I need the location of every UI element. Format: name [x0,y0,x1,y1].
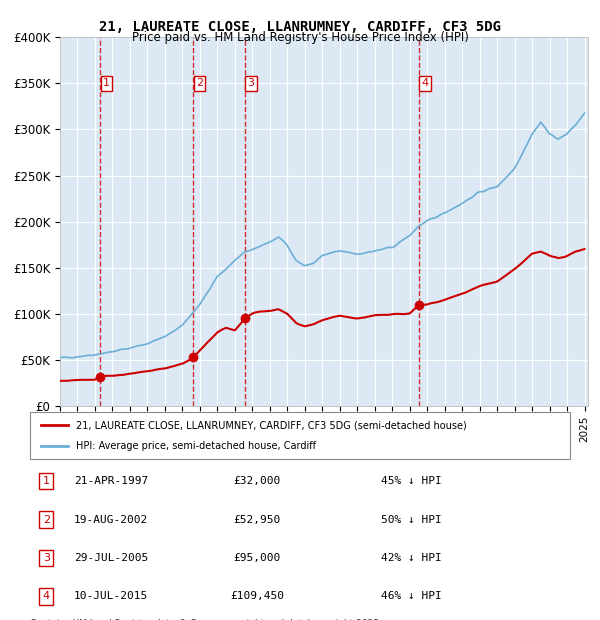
Text: 1: 1 [43,476,50,486]
Text: £32,000: £32,000 [233,476,280,486]
Text: 3: 3 [248,78,254,88]
Text: 21, LAUREATE CLOSE, LLANRUMNEY, CARDIFF, CF3 5DG (semi-detached house): 21, LAUREATE CLOSE, LLANRUMNEY, CARDIFF,… [76,420,467,430]
Text: 19-AUG-2002: 19-AUG-2002 [74,515,148,525]
Text: 10-JUL-2015: 10-JUL-2015 [74,591,148,601]
Text: 21, LAUREATE CLOSE, LLANRUMNEY, CARDIFF, CF3 5DG: 21, LAUREATE CLOSE, LLANRUMNEY, CARDIFF,… [99,20,501,35]
Text: 45% ↓ HPI: 45% ↓ HPI [381,476,442,486]
Text: 2: 2 [196,78,203,88]
Text: Price paid vs. HM Land Registry's House Price Index (HPI): Price paid vs. HM Land Registry's House … [131,31,469,44]
Text: 21-APR-1997: 21-APR-1997 [74,476,148,486]
Text: £52,950: £52,950 [233,515,280,525]
Text: £109,450: £109,450 [230,591,284,601]
Text: 4: 4 [43,591,50,601]
FancyBboxPatch shape [30,412,570,459]
Text: 2: 2 [43,515,50,525]
Text: HPI: Average price, semi-detached house, Cardiff: HPI: Average price, semi-detached house,… [76,441,316,451]
Text: 3: 3 [43,553,50,563]
Text: £95,000: £95,000 [233,553,280,563]
Text: 1: 1 [103,78,110,88]
Text: 4: 4 [422,78,428,88]
Text: 29-JUL-2005: 29-JUL-2005 [74,553,148,563]
Text: 46% ↓ HPI: 46% ↓ HPI [381,591,442,601]
Text: 42% ↓ HPI: 42% ↓ HPI [381,553,442,563]
Text: 50% ↓ HPI: 50% ↓ HPI [381,515,442,525]
Text: Contains HM Land Registry data © Crown copyright and database right 2025.
This d: Contains HM Land Registry data © Crown c… [30,619,382,620]
